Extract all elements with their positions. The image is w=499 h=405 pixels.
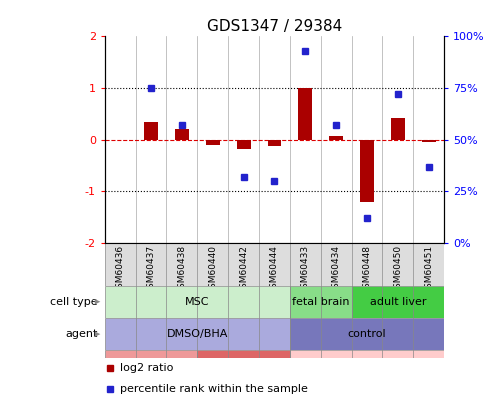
Text: GSM60434: GSM60434 xyxy=(332,245,341,294)
Text: percentile rank within the sample: percentile rank within the sample xyxy=(120,384,308,394)
Title: GDS1347 / 29384: GDS1347 / 29384 xyxy=(207,19,342,34)
Bar xyxy=(259,243,290,286)
Bar xyxy=(105,286,290,318)
Bar xyxy=(144,122,158,140)
Bar xyxy=(290,243,321,286)
Text: GSM60450: GSM60450 xyxy=(393,245,402,294)
Bar xyxy=(290,318,444,350)
Text: cell type: cell type xyxy=(50,297,98,307)
Text: adult liver: adult liver xyxy=(370,297,426,307)
Bar xyxy=(352,286,444,318)
Text: 48 h: 48 h xyxy=(231,362,256,371)
Bar xyxy=(382,243,413,286)
Text: time: time xyxy=(73,362,98,371)
Bar xyxy=(290,286,352,318)
Text: GSM60444: GSM60444 xyxy=(270,245,279,294)
Bar xyxy=(197,243,228,286)
Text: GSM60448: GSM60448 xyxy=(362,245,371,294)
Text: GSM60433: GSM60433 xyxy=(301,245,310,294)
Text: fetal brain: fetal brain xyxy=(292,297,349,307)
Text: DMSO/BHA: DMSO/BHA xyxy=(167,329,228,339)
Bar xyxy=(267,140,281,146)
Text: log2 ratio: log2 ratio xyxy=(120,363,173,373)
Text: GSM60451: GSM60451 xyxy=(424,245,433,294)
Text: GSM60436: GSM60436 xyxy=(116,245,125,294)
Bar xyxy=(206,140,220,145)
Bar xyxy=(105,318,290,350)
Text: GSM60440: GSM60440 xyxy=(208,245,217,294)
Bar xyxy=(360,140,374,202)
Bar xyxy=(197,350,290,383)
Bar xyxy=(422,140,436,142)
Text: control: control xyxy=(348,329,386,339)
Bar xyxy=(298,88,312,140)
Bar xyxy=(175,130,189,140)
Bar xyxy=(290,350,444,383)
Text: MSC: MSC xyxy=(185,297,210,307)
Text: control: control xyxy=(348,362,386,371)
Bar xyxy=(105,350,197,383)
Text: GSM60437: GSM60437 xyxy=(147,245,156,294)
Bar xyxy=(413,243,444,286)
Bar xyxy=(228,243,259,286)
Bar xyxy=(105,243,136,286)
Bar xyxy=(237,140,250,149)
Text: agent: agent xyxy=(66,329,98,339)
Text: GSM60442: GSM60442 xyxy=(239,245,248,294)
Bar xyxy=(167,243,197,286)
Bar xyxy=(352,243,382,286)
Bar xyxy=(136,243,167,286)
Text: 6 h: 6 h xyxy=(142,362,160,371)
Bar xyxy=(391,118,405,140)
Text: GSM60438: GSM60438 xyxy=(178,245,187,294)
Bar xyxy=(329,136,343,140)
Bar xyxy=(321,243,352,286)
